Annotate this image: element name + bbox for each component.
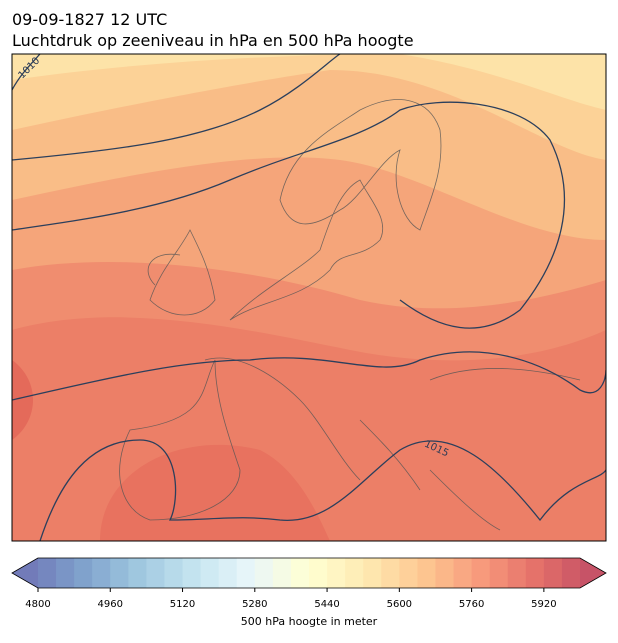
colorbar-segment: [74, 558, 93, 588]
isobar: [12, 351, 606, 401]
colorbar-segment: [345, 558, 364, 588]
height-band: [12, 54, 606, 110]
colorbar-tick-label: 5120: [170, 599, 195, 610]
colorbar-segment: [489, 558, 509, 588]
map-frame: [11, 53, 607, 542]
colorbar-segment: [435, 558, 455, 588]
height-band: [12, 54, 606, 160]
colorbar-segment: [381, 558, 400, 588]
title: 09-09-1827 12 UTC: [12, 10, 167, 29]
colorbar-extend-low: [12, 558, 38, 588]
colorbar-segment: [182, 558, 202, 588]
colorbar-segment: [290, 558, 310, 588]
colorbar-segment: [327, 558, 346, 588]
isobar: [12, 101, 566, 329]
colorbar-segment: [56, 558, 75, 588]
colorbar-segment: [272, 558, 292, 588]
colorbar-segment: [38, 558, 57, 588]
colorbar-extend-high: [580, 558, 606, 588]
colorbar-segment: [254, 558, 274, 588]
colorbar-outline: [11, 557, 607, 589]
colorbar-tick-label: 5440: [314, 599, 339, 610]
colorbar-segment: [363, 558, 382, 588]
colorbar-segment: [92, 558, 111, 588]
colorbar-label: 500 hPa hoogte in meter: [241, 615, 378, 628]
isobar: [12, 54, 341, 161]
isobar: [12, 54, 41, 91]
colorbar: 4800 4960 5120 5280 5440 5600 5760 5920: [11, 557, 607, 610]
height-band: [100, 444, 330, 541]
colorbar-segment: [561, 558, 581, 588]
colorbar-segment: [417, 558, 436, 588]
colorbar-tick-label: 5760: [459, 599, 484, 610]
subtitle: Luchtdruk op zeeniveau in hPa en 500 hPa…: [12, 31, 414, 50]
colorbar-segment: [164, 558, 184, 588]
colorbar-segment: [471, 558, 491, 588]
colorbar-segment: [309, 558, 328, 588]
colorbar-segment: [110, 558, 129, 588]
colorbar-segment: [146, 558, 165, 588]
colorbar-tick-label: 5920: [531, 599, 556, 610]
height-band: [12, 360, 33, 440]
colorbar-segment: [507, 558, 527, 588]
colorbar-segment: [453, 558, 473, 588]
colorbar-tick-label: 4960: [98, 599, 123, 610]
colorbar-segment: [525, 558, 545, 588]
isobar: [39, 439, 606, 541]
colorbar-segment: [236, 558, 256, 588]
colorbar-tick-label: 5280: [242, 599, 267, 610]
colorbar-tick-label: 4800: [25, 599, 50, 610]
map: 1010 1015: [12, 54, 606, 541]
colorbar-segment: [399, 558, 418, 588]
colorbar-segment: [128, 558, 147, 588]
colorbar-segment: [200, 558, 220, 588]
colorbar-segment: [543, 558, 563, 588]
colorbar-tick-label: 5600: [387, 599, 412, 610]
colorbar-segment: [218, 558, 238, 588]
